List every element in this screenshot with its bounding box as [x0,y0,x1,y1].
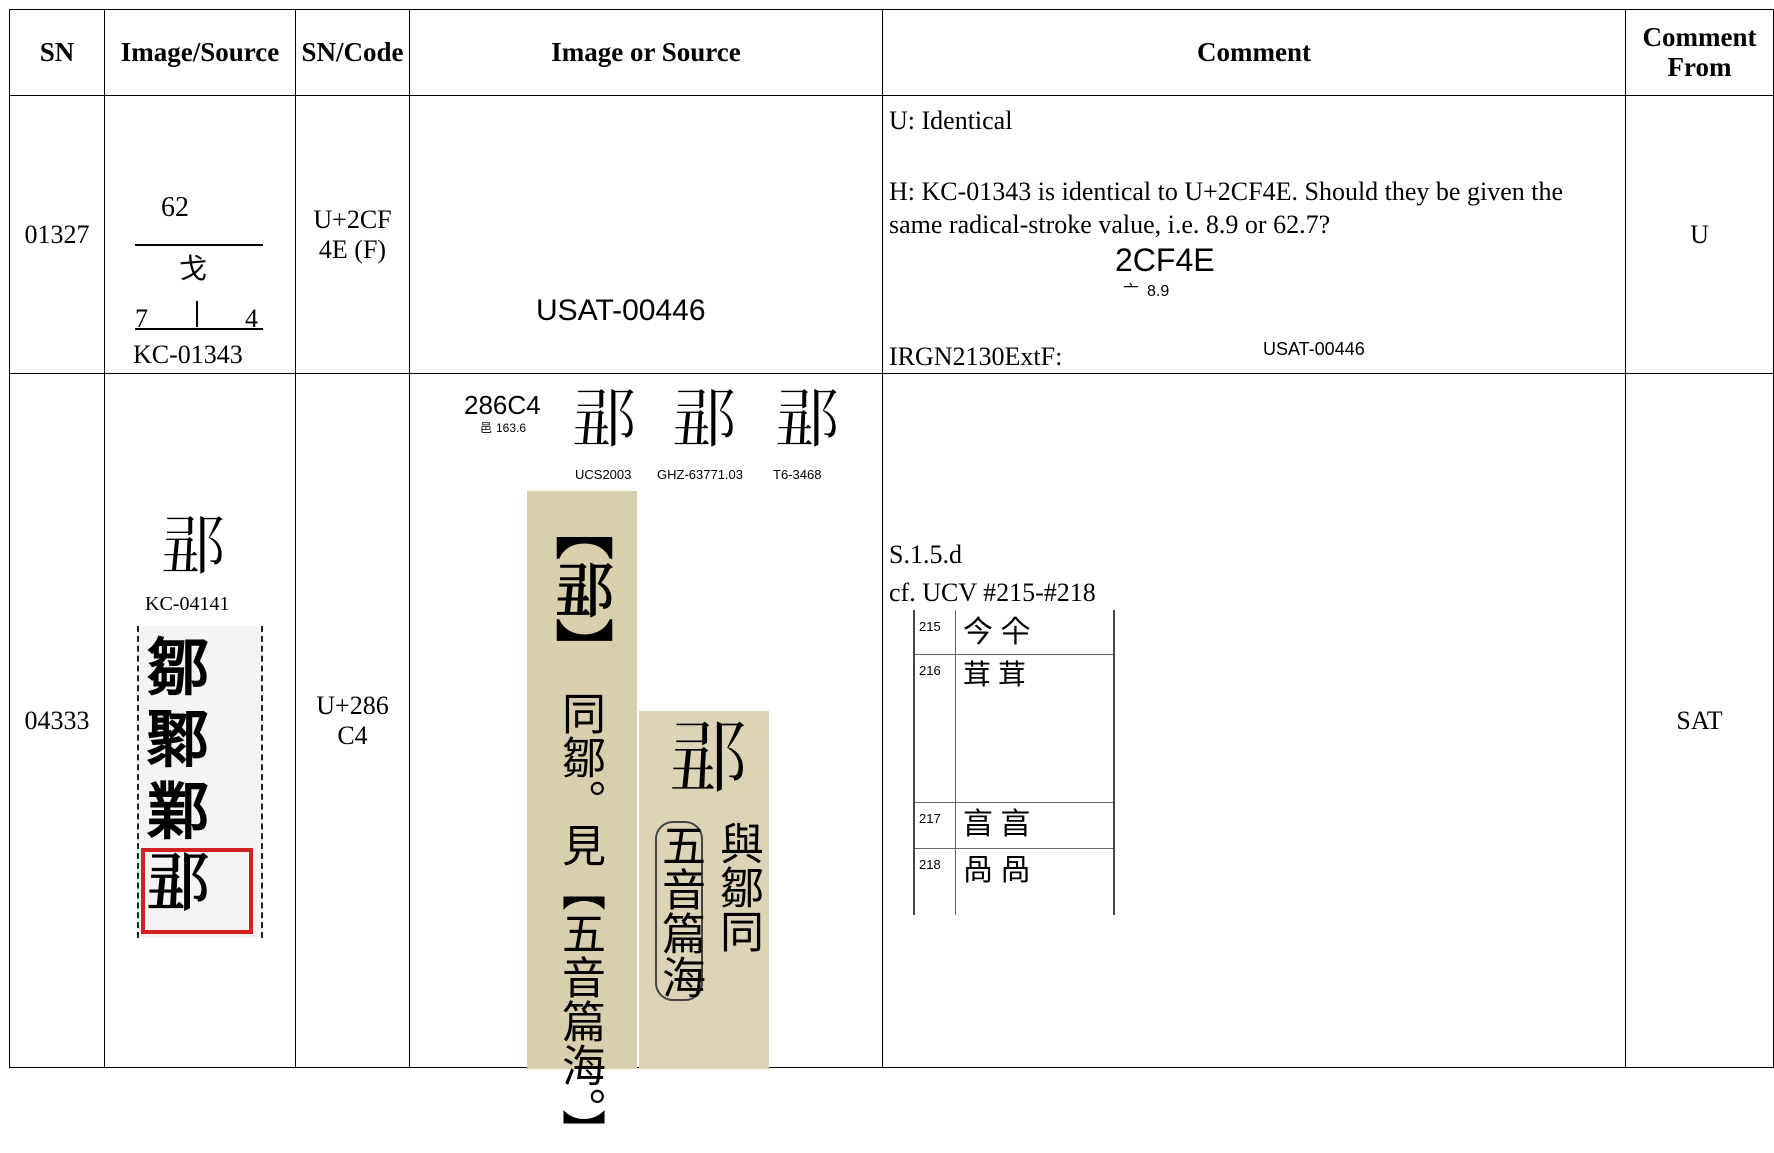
image-glyph: 𨛄 [572,385,636,456]
inset-stroke: 8.9 [1147,283,1170,300]
cell: SAT [1625,373,1774,1068]
page: SN Image/Source SN/Code Image or Source … [9,9,1774,1153]
image-source: T6-3468 [773,467,822,482]
header: SN [39,36,75,67]
header-cell: SN [9,9,105,96]
rule [915,848,1113,849]
header-cell: SN/Code [295,9,410,96]
cell: 𬽎 62 戈 7 4 KC-01343 [104,95,296,374]
rule [135,244,263,246]
scan: 【𨛄】 同鄒。見【五音篇海。】 [527,491,637,1153]
cell: U+2CF4E (F) [295,95,410,374]
comment: IRGN2130ExtF: [889,342,1063,371]
ucv-glyphs: 今 仐 [963,616,1031,649]
glyph: 𬽎 [145,100,205,184]
radical-stroke: 62 [161,192,189,223]
ucv-number: 215 [919,619,941,634]
image-source: GHZ-63771.03 [657,467,743,482]
cell: 𬽎 USAT-00446 [409,95,883,374]
header: SN/Code [301,36,404,67]
header: Comment [1197,36,1311,67]
inset-code: 2CF4E [1115,242,1215,278]
source-id: KC-01343 [133,340,243,369]
scan-text: 【𨛄】 [550,501,615,675]
scan-glyph: 鄹 [147,707,210,775]
scan-text: 同鄒。見【五音篇海。】 [555,691,604,1153]
header: Image/Source [120,36,280,67]
rule [915,802,1113,803]
source-id: KC-04141 [145,593,230,615]
header: Comment From [1642,21,1757,82]
glyph: 𬽎 [575,128,684,283]
ucv-number: 216 [919,663,941,678]
image-code: 286C4 [464,390,541,420]
cell: U: Identical H: KC-01343 is identical to… [882,95,1626,374]
scan-text: 五音篇海 [655,821,704,1001]
cell: 01327 [9,95,105,374]
cell: U [1625,95,1774,374]
code: U+286C4 [316,690,389,750]
cell: U+286C4 [295,373,410,1068]
cell: 286C4 邑 163.6 𨛄 𨛄 𨛄 UCS2003 GHZ-63771.03… [409,373,883,1153]
scan-glyph: 𨛄 [147,851,210,919]
rule [915,654,1113,655]
highlight [141,848,253,934]
glyph: 𨛄 [161,512,225,583]
sn: 04333 [24,705,90,735]
header: Image or Source [551,36,741,67]
image-stroke: 163.6 [496,421,527,435]
ucv-glyphs: 咼 咼 [963,854,1031,887]
ucv-table: 215 今 仐 216 茸 茸 217 亯 亯 218 咼 咼 [913,610,1115,915]
cell: S.1.5.d cf. UCV #215-#218 215 今 仐 216 茸 … [882,373,1626,1068]
comment-from: U [1690,219,1709,249]
scan-glyph: 鄴 [147,779,210,847]
header-cell: Comment [882,9,1626,96]
image-source: UCS2003 [575,467,632,482]
comment: U: Identical [889,106,1013,135]
comment-from: SAT [1676,705,1723,735]
comment: S.1.5.d [889,540,962,569]
image-glyph: 𨛄 [672,385,736,456]
ucv-glyphs: 亯 亯 [963,808,1031,841]
inset-id: USAT-00446 [1263,339,1365,359]
strokes: 4 [245,304,258,333]
scan-text: 與鄒同 [713,821,762,953]
header-cell: Image/Source [104,9,296,96]
scan-glyph: 鄒 [147,635,210,703]
strokes: 7 [135,304,148,333]
header-cell: Comment From [1625,9,1774,96]
image-glyph: 𨛄 [775,385,839,456]
header-cell: Image or Source [409,9,883,96]
sn: 01327 [24,219,90,249]
rule [135,328,263,330]
cell: 𨛄 KC-04141 鄒 鄹 鄴 𨛄 [104,373,296,1068]
ucv-glyphs: 茸 茸 [963,660,1027,691]
cell: 04333 [9,373,105,1068]
radical: 戈 [179,254,208,285]
scan: 鄒 鄹 鄴 𨛄 [137,626,263,938]
scan: 𨛄 與鄒同 五音篇海 [639,711,769,1069]
image-radical: 邑 [480,421,493,435]
scan-text: 𨛄 [669,716,748,803]
inset-radical: 亠 [1123,283,1140,300]
ucv-number: 217 [919,811,941,826]
comment: H: KC-01343 is identical to U+2CF4E. Sho… [889,177,1563,239]
code: U+2CF4E (F) [313,204,392,264]
source-id: USAT-00446 [536,294,706,327]
ucv-number: 218 [919,857,941,872]
rule [196,301,198,327]
rule [955,610,956,915]
comment: cf. UCV #215-#218 [889,578,1096,607]
inset-glyph: 𬽎 [1268,241,1334,334]
